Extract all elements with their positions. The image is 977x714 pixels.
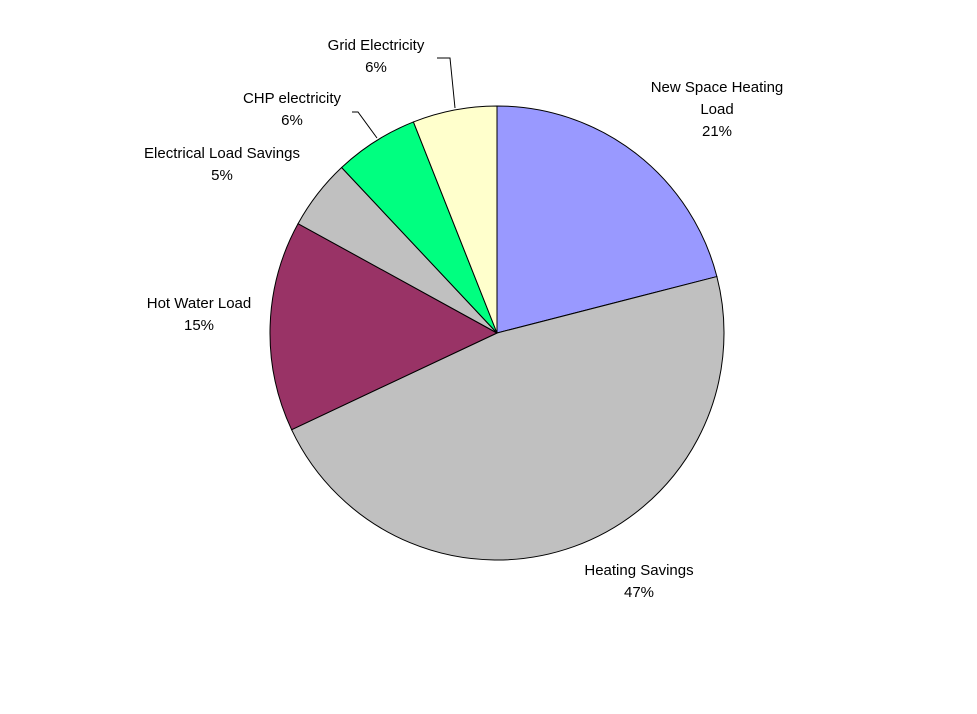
slice-label: New Space Heating Load 21% <box>632 77 802 143</box>
pie-slice <box>269 222 499 431</box>
value-label: 6% <box>281 112 303 129</box>
slice-label: Grid Electricity 6% <box>301 35 451 79</box>
category-label: Electrical Load Savings <box>144 145 300 162</box>
category-label: Hot Water Load <box>146 295 252 312</box>
slice-label: CHP electricity 6% <box>217 88 367 132</box>
value-label: 5% <box>211 167 233 184</box>
category-label: Grid Electricity <box>327 37 425 54</box>
pie-slice <box>412 105 498 334</box>
leader-line <box>437 57 456 109</box>
leader-line <box>352 111 378 139</box>
pie-slice <box>290 275 725 561</box>
value-label: 47% <box>623 584 655 601</box>
value-label: 15% <box>183 317 215 334</box>
category-label: New Space Heating Load <box>650 79 784 118</box>
slice-label: Hot Water Load 15% <box>124 293 274 337</box>
slice-label: Electrical Load Savings 5% <box>122 143 322 187</box>
category-label: Heating Savings <box>584 562 694 579</box>
value-label: 21% <box>701 123 733 140</box>
slice-label: Heating Savings 47% <box>554 560 724 604</box>
value-label: 6% <box>365 59 387 76</box>
category-label: CHP electricity <box>242 90 342 107</box>
pie-slice <box>496 105 718 334</box>
